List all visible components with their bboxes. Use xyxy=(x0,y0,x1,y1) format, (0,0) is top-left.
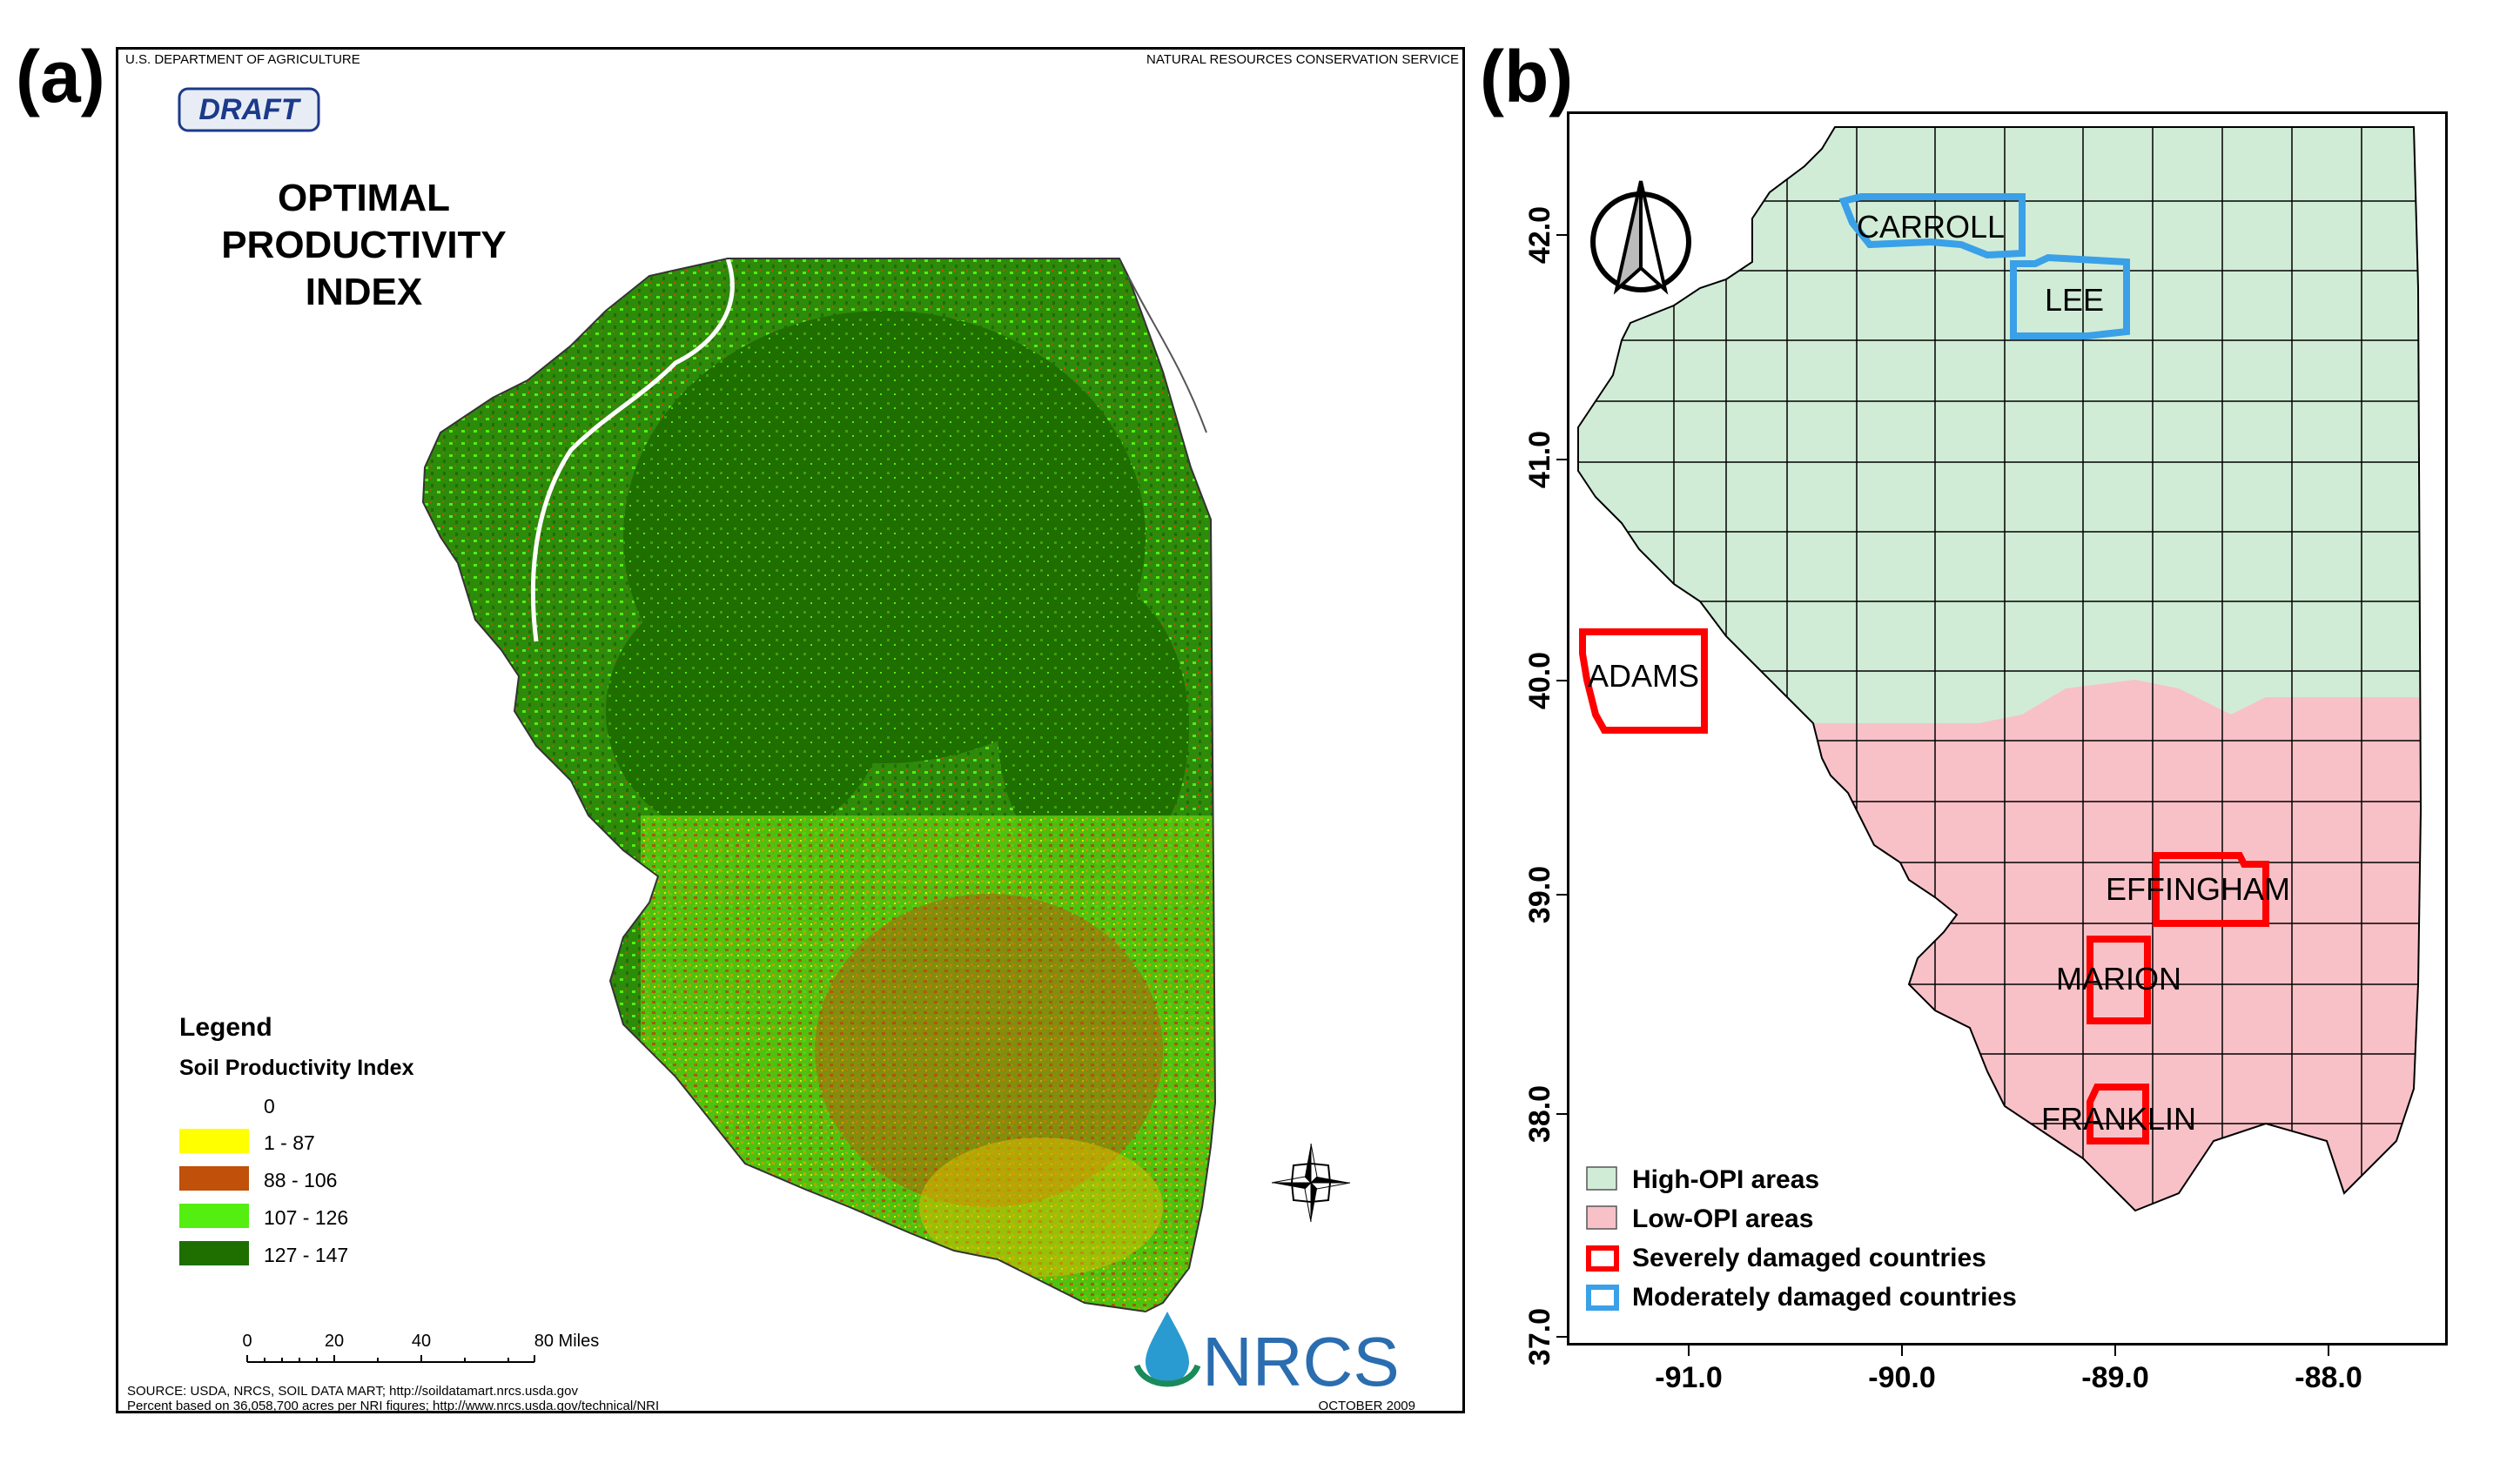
panel-b-label: (b) xyxy=(1480,36,1574,117)
legend-swatch-2 xyxy=(179,1166,249,1191)
legend-swatch-1 xyxy=(179,1129,249,1153)
header-right: NATURAL RESOURCES CONSERVATION SERVICE xyxy=(1146,52,1459,67)
scale-tick-2: 40 xyxy=(412,1332,431,1351)
y-tick-5: 37.0 xyxy=(1523,1308,1556,1366)
nrcs-logo-text: NRCS xyxy=(1202,1323,1400,1400)
legend-label-2: 88 - 106 xyxy=(264,1169,337,1191)
damage-county-map: CARROLL LEE ADAMS EFFINGHAM MARION FRANK… xyxy=(1567,111,2448,1346)
map-title-line-1: OPTIMAL xyxy=(278,177,450,219)
county-outline-marion xyxy=(2087,936,2151,1024)
map-date: OCTOBER 2009 xyxy=(1319,1399,1415,1413)
header-left: U.S. DEPARTMENT OF AGRICULTURE xyxy=(125,52,360,67)
y-tick-3: 39.0 xyxy=(1523,866,1556,923)
y-tick-0: 42.0 xyxy=(1523,206,1556,264)
legend-label-4: 127 - 147 xyxy=(264,1244,348,1266)
county-outline-carroll xyxy=(1838,193,2026,259)
legend-b: High-OPI areas Low-OPI areas Severely da… xyxy=(1586,1165,2017,1312)
legend-a-title: Legend xyxy=(179,1013,272,1042)
county-label-franklin: FRANKLIN xyxy=(2041,1101,2196,1137)
county-outline-adams xyxy=(1579,628,1708,734)
x-tick-0: -91.0 xyxy=(1655,1361,1723,1394)
scale-tick-1: 20 xyxy=(325,1332,344,1351)
draft-badge-text: DRAFT xyxy=(198,93,301,126)
x-axis xyxy=(1688,1346,2329,1356)
scale-tick-0: 0 xyxy=(242,1332,252,1351)
legend-b-label-0: High-OPI areas xyxy=(1632,1165,1819,1194)
county-outline-lee xyxy=(2010,253,2130,339)
legend-b-label-2: Severely damaged countries xyxy=(1632,1244,1986,1272)
legend-b-swatch-2 xyxy=(1586,1245,1619,1272)
y-axis xyxy=(1556,234,1567,1338)
legend-swatch-0 xyxy=(179,1092,249,1117)
legend-b-swatch-1 xyxy=(1586,1205,1617,1230)
legend-swatch-4 xyxy=(179,1241,249,1265)
map-title-line-3: INDEX xyxy=(306,271,422,313)
legend-b-swatch-3 xyxy=(1586,1285,1619,1311)
county-outline-franklin xyxy=(2087,1084,2149,1144)
map-title-line-2: PRODUCTIVITY xyxy=(221,224,507,266)
compass-rose-icon xyxy=(1271,1143,1351,1223)
scale-bar: 0 20 40 80 Miles xyxy=(242,1332,599,1363)
county-outline-effingham xyxy=(2153,852,2269,927)
map-b-axes: 42.0 41.0 40.0 39.0 38.0 37.0 -91.0 -90.… xyxy=(1523,206,2362,1394)
illinois-soil-raster xyxy=(421,258,1217,1313)
nrcs-logo: NRCS xyxy=(1133,1312,1400,1400)
y-tick-2: 40.0 xyxy=(1523,652,1556,709)
north-arrow-icon xyxy=(1590,180,1691,295)
county-label-lee: LEE xyxy=(2045,282,2104,318)
scale-tick-3: 80 Miles xyxy=(534,1332,599,1351)
legend-swatch-3 xyxy=(179,1204,249,1228)
county-label-marion: MARION xyxy=(2056,961,2181,997)
x-tick-1: -90.0 xyxy=(1868,1361,1936,1394)
source-line-2: Percent based on 36,058,700 acres per NR… xyxy=(127,1399,659,1413)
legend-label-1: 1 - 87 xyxy=(264,1131,315,1154)
legend-b-swatch-0 xyxy=(1586,1166,1617,1191)
legend-b-label-3: Moderately damaged countries xyxy=(1632,1283,2017,1312)
x-tick-3: -88.0 xyxy=(2295,1361,2362,1394)
legend-b-label-1: Low-OPI areas xyxy=(1632,1205,1813,1233)
source-line-1: SOURCE: USDA, NRCS, SOIL DATA MART; http… xyxy=(127,1384,578,1399)
legend-a: Legend Soil Productivity Index 0 1 - 87 … xyxy=(179,1013,414,1266)
draft-badge: DRAFT xyxy=(178,87,320,132)
soil-productivity-map: U.S. DEPARTMENT OF AGRICULTURE NATURAL R… xyxy=(116,47,1465,1413)
county-label-effingham: EFFINGHAM xyxy=(2106,871,2290,907)
legend-label-3: 107 - 126 xyxy=(264,1206,348,1229)
x-tick-2: -89.0 xyxy=(2081,1361,2149,1394)
panel-a-label: (a) xyxy=(16,36,105,117)
y-tick-4: 38.0 xyxy=(1523,1085,1556,1143)
county-label-carroll: CARROLL xyxy=(1857,209,2005,245)
y-tick-1: 41.0 xyxy=(1523,431,1556,488)
legend-a-subtitle: Soil Productivity Index xyxy=(179,1056,414,1080)
legend-label-0: 0 xyxy=(264,1095,275,1117)
county-label-adams: ADAMS xyxy=(1588,658,1699,694)
